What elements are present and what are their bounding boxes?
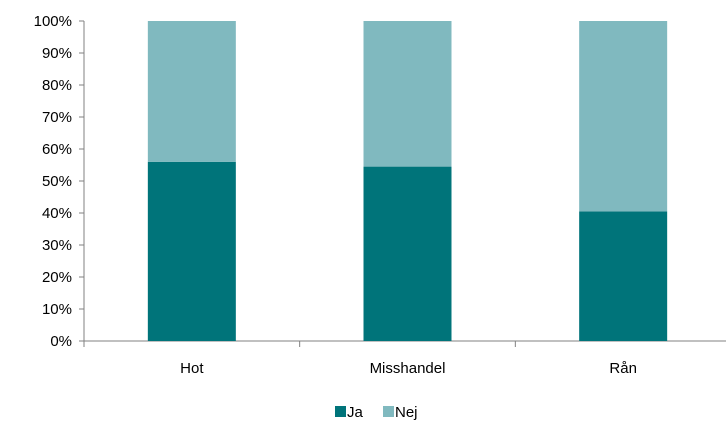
y-tick-label: 50% <box>42 173 72 190</box>
y-tick-label: 10% <box>42 301 72 318</box>
bar-nej-rån <box>579 21 668 212</box>
bar-ja-hot <box>147 161 236 341</box>
y-tick-label: 70% <box>42 109 72 126</box>
bars <box>147 21 668 341</box>
y-axis: 0% 10% 20% 30% 40% 50% 60% 70% 80% 90% 100% <box>34 13 85 350</box>
x-axis: Hot Misshandel Rån <box>83 340 726 377</box>
legend-label-nej: Nej <box>395 404 418 421</box>
y-tick-label: 30% <box>42 237 72 254</box>
y-tick-label: 60% <box>42 141 72 158</box>
y-tick-label: 40% <box>42 205 72 222</box>
x-category-label: Hot <box>180 360 204 377</box>
legend: Ja Nej <box>335 404 418 421</box>
y-tick-label: 0% <box>50 333 72 350</box>
bar-nej-misshandel <box>363 21 452 167</box>
x-category-label: Misshandel <box>370 360 446 377</box>
x-category-label: Rån <box>609 360 637 377</box>
legend-swatch-nej <box>383 406 394 417</box>
bar-ja-misshandel <box>363 166 452 341</box>
y-tick-label: 80% <box>42 77 72 94</box>
bar-nej-hot <box>147 21 236 162</box>
y-tick-label: 90% <box>42 45 72 62</box>
y-tick-label: 100% <box>34 13 72 30</box>
y-tick-label: 20% <box>42 269 72 286</box>
bar-ja-rån <box>579 211 668 341</box>
legend-swatch-ja <box>335 406 346 417</box>
legend-label-ja: Ja <box>347 404 364 421</box>
